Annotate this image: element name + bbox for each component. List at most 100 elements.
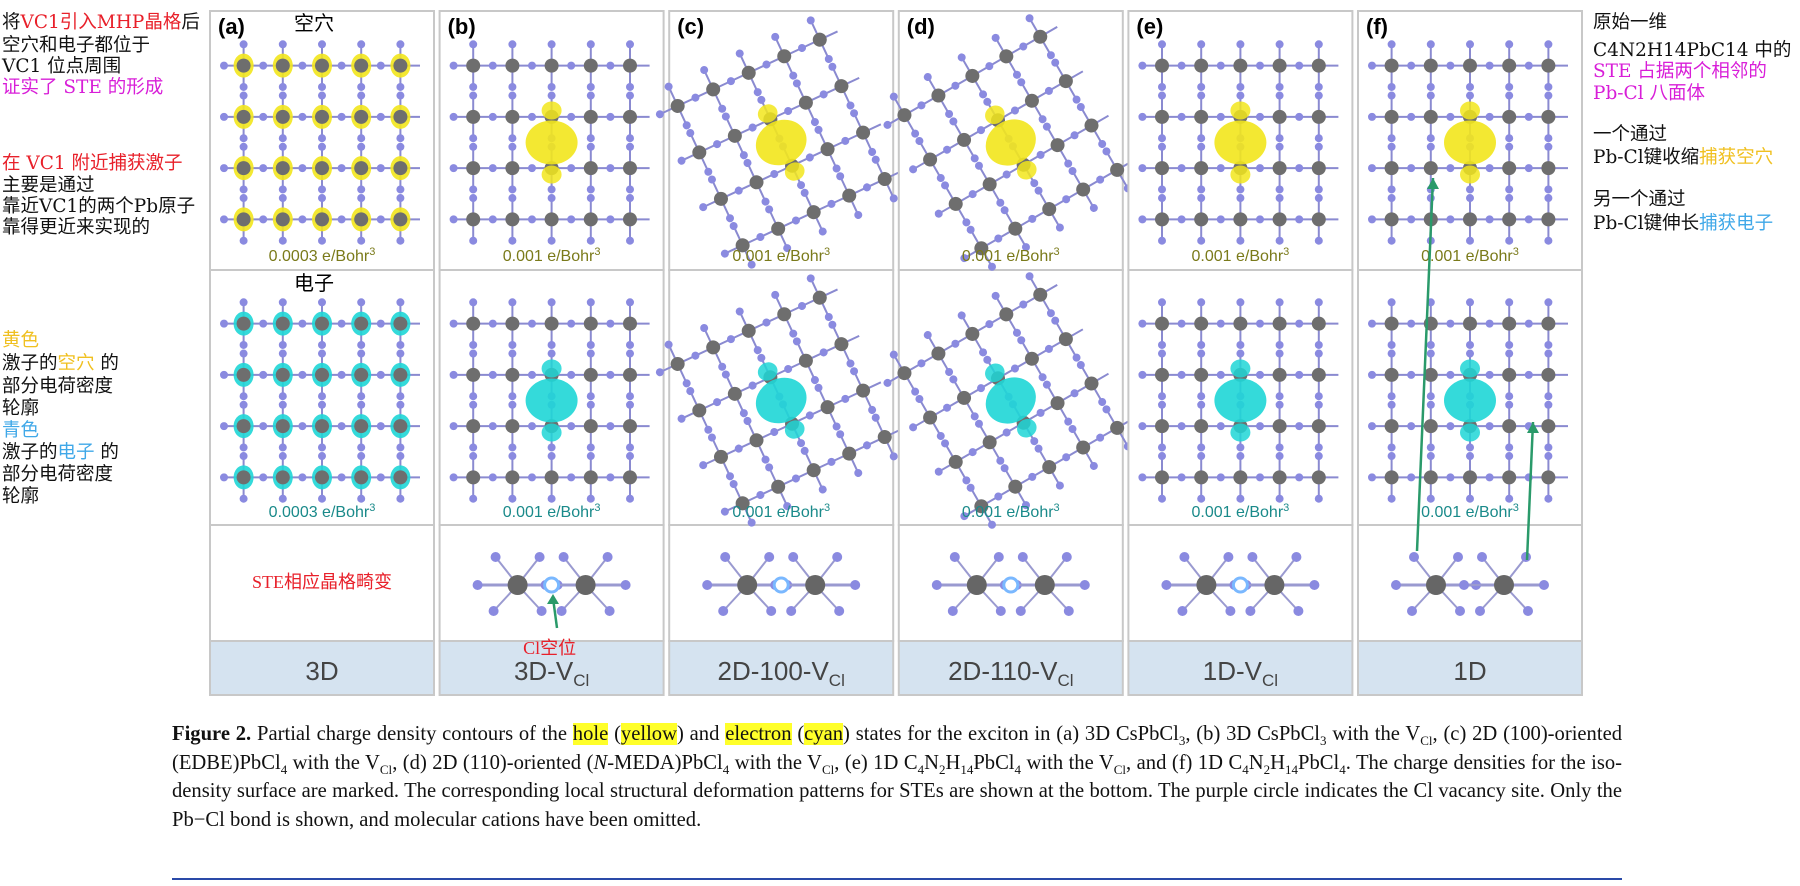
cl-atom	[318, 452, 326, 461]
cl-atom	[1446, 215, 1455, 224]
cl-atom	[376, 319, 385, 328]
pb-atom	[1423, 109, 1438, 124]
pb-atom	[466, 58, 481, 73]
pb-atom	[236, 58, 251, 73]
pb-atom	[275, 109, 290, 124]
density-sup: 3	[1283, 246, 1289, 258]
pb-atom	[749, 433, 764, 448]
note-text: 黄色	[2, 330, 40, 351]
note-text: 一个通过	[1593, 124, 1668, 145]
cl-atom	[1055, 481, 1064, 490]
cl-atom	[1177, 215, 1186, 224]
cl-atom	[604, 606, 615, 616]
caption-text: 14	[1285, 761, 1299, 777]
cl-atom	[337, 473, 346, 482]
pb-atom	[974, 241, 989, 256]
density-text: 0.001 e/Bohr	[1421, 504, 1513, 521]
pb-atom	[999, 49, 1014, 64]
note-text: C4N2H14PbC14 中的	[1593, 40, 1792, 61]
cl-atom	[259, 61, 268, 70]
cl-atom	[1158, 452, 1166, 461]
cl-atom	[677, 156, 686, 165]
cl-atom	[1015, 606, 1026, 616]
cl-atom	[1275, 134, 1284, 143]
cl-atom	[1407, 215, 1416, 224]
cl-atom	[1072, 95, 1081, 104]
note-line: VC1 位点周围	[2, 56, 121, 78]
pb-atom	[1155, 212, 1169, 227]
note-text: 的	[94, 442, 119, 463]
arrow	[1525, 421, 1535, 561]
cl-atom	[800, 188, 809, 197]
cl-atom	[298, 422, 307, 431]
structure	[1368, 298, 1568, 503]
caption-text: N	[1248, 751, 1264, 774]
cl-atom	[298, 61, 307, 70]
caption-text: N	[593, 751, 608, 774]
cl-atom	[871, 155, 880, 164]
cl-atom	[1477, 552, 1487, 562]
cl-atom	[1138, 422, 1147, 431]
cl-atom	[941, 439, 950, 448]
cl-atom	[1275, 40, 1284, 49]
pb-atom	[771, 479, 786, 494]
cl-atom	[508, 452, 517, 461]
cl-atom	[1102, 405, 1111, 414]
cl-atom	[1236, 40, 1245, 49]
pb-atom	[749, 175, 764, 190]
cl-atom	[547, 82, 556, 91]
cl-atom	[1426, 142, 1435, 151]
cl-atom	[970, 412, 979, 421]
cl-atom	[528, 215, 536, 224]
label-main: 2D-100-V	[718, 656, 830, 686]
cl-atom	[764, 552, 775, 562]
cl-atom	[1426, 134, 1435, 143]
caption-text: yellow	[620, 723, 677, 745]
pb-atom	[354, 212, 369, 227]
charge-blob	[1230, 423, 1251, 442]
cl-atom	[720, 249, 729, 258]
cl-atom	[771, 32, 780, 41]
cl-atom	[786, 606, 797, 616]
pb-atom	[354, 367, 369, 382]
cl-atom	[889, 452, 898, 461]
note-text: 部分电荷密度	[2, 464, 114, 485]
cl-atom	[1064, 417, 1073, 426]
cl-atom	[357, 452, 366, 461]
cl-atom	[1544, 142, 1553, 151]
cl-atom	[1072, 353, 1081, 362]
cl-atom	[784, 106, 793, 115]
cl-atom	[707, 433, 716, 442]
cl-atom	[945, 110, 954, 119]
pb-atom	[1384, 470, 1399, 485]
caption-text: 2	[938, 761, 946, 777]
cl-atom	[765, 463, 774, 472]
cl-atom	[488, 473, 497, 482]
cl-atom	[686, 129, 695, 138]
pb-atom	[583, 316, 598, 331]
cl-atom	[376, 215, 385, 224]
cl-atom	[686, 387, 695, 396]
cl-atom	[488, 370, 497, 379]
panel-letter: (a)	[218, 14, 245, 39]
note-text: Pb-Cl键伸长	[1593, 213, 1700, 234]
cl-atom	[278, 134, 287, 143]
pb-atom	[1194, 109, 1209, 124]
pb-atom	[727, 386, 742, 401]
pb-atom	[1194, 316, 1209, 331]
panel-cell	[1127, 640, 1354, 696]
pb-atom	[982, 177, 997, 192]
cl-atom	[718, 606, 729, 616]
cl-atom	[567, 473, 576, 482]
pb-atom	[1058, 74, 1073, 89]
cl-atom	[357, 340, 366, 349]
note-text: 靠得更近来实现的	[2, 217, 151, 238]
cl-atom	[547, 298, 556, 307]
cl-atom	[278, 340, 287, 349]
pb-atom	[957, 390, 972, 405]
pb-atom	[820, 142, 835, 157]
cl-atom	[818, 485, 827, 494]
cl-atom	[626, 392, 634, 401]
cl-atom	[508, 400, 517, 409]
cl-atom	[1505, 40, 1514, 49]
